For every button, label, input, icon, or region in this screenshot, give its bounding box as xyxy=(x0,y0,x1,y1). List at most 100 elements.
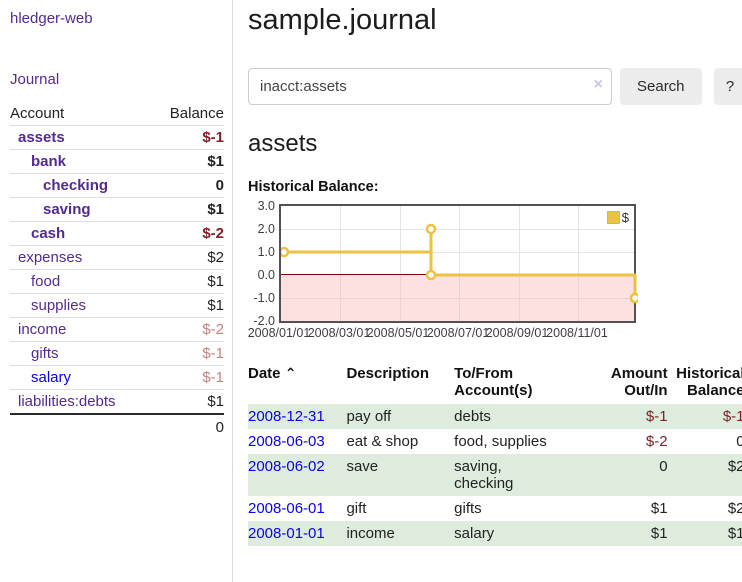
transaction-date-link[interactable]: 2008-01-01 xyxy=(248,525,325,542)
account-row: income $-2 xyxy=(10,317,224,342)
account-balance: $1 xyxy=(151,293,224,318)
x-tick: 2008/03/01 xyxy=(307,326,371,340)
amount-column-header: Amount Out/In xyxy=(610,365,668,399)
account-link-checking[interactable]: checking xyxy=(43,177,109,194)
account-balance: $1 xyxy=(151,269,224,294)
transaction-amount: 0 xyxy=(593,454,670,496)
clear-search-icon[interactable]: × xyxy=(593,76,603,93)
transaction-date-link[interactable]: 2008-06-02 xyxy=(248,458,325,475)
account-balance: $1 xyxy=(151,149,224,174)
account-balance: $-1 xyxy=(151,365,224,390)
y-tick: 3.0 xyxy=(257,199,275,213)
transaction-description: pay off xyxy=(346,404,455,429)
gridline xyxy=(519,206,520,321)
transaction-description: save xyxy=(346,454,455,496)
transaction-amount: $-2 xyxy=(645,433,668,450)
register-table: Date ⌃ Description To/From Account(s) Am… xyxy=(248,363,742,546)
transaction-accounts: debts xyxy=(454,404,594,429)
account-row: liabilities:debts $1 xyxy=(10,389,224,415)
account-row: salary $-1 xyxy=(10,365,224,390)
historical-column-header: Historical Balance xyxy=(676,365,742,399)
account-total-row: 0 xyxy=(10,413,224,439)
account-row: supplies $1 xyxy=(10,293,224,318)
account-balance: $1 xyxy=(151,197,224,222)
account-link-supplies[interactable]: supplies xyxy=(31,297,87,314)
transaction-amount: $1 xyxy=(650,500,668,517)
x-tick: 2008/07/01 xyxy=(426,326,490,340)
account-row: assets $-1 xyxy=(10,125,224,150)
gridline xyxy=(281,298,634,299)
account-row: expenses $2 xyxy=(10,245,224,270)
account-link-salary[interactable]: salary xyxy=(31,369,72,386)
x-tick: 2008/05/01 xyxy=(366,326,430,340)
sidebar-item-journal[interactable]: Journal xyxy=(10,71,60,88)
account-tree-header: Account Balance xyxy=(10,102,224,126)
transaction-date-link[interactable]: 2008-06-01 xyxy=(248,500,325,517)
register-row: 2008-06-01 gift gifts $1 $2 xyxy=(248,496,742,521)
data-point xyxy=(281,246,290,258)
brand: hledger-web xyxy=(10,10,224,27)
search-input[interactable] xyxy=(248,68,612,105)
transaction-balance: $2 xyxy=(727,500,742,517)
account-balance: $2 xyxy=(151,245,224,270)
page-title: sample.journal xyxy=(248,4,437,36)
account-row: gifts $-1 xyxy=(10,341,224,366)
account-tree-table: Account Balance assets $-1 bank $1 check… xyxy=(10,102,224,439)
account-link-income[interactable]: income xyxy=(18,321,67,338)
account-link-food[interactable]: food xyxy=(31,273,61,290)
balance-column-header: Balance xyxy=(151,102,224,126)
data-point xyxy=(629,292,638,304)
transaction-balance: $1 xyxy=(669,521,742,546)
transaction-balance: 0 xyxy=(736,433,742,450)
account-balance: $-1 xyxy=(151,341,224,366)
account-link-liabilities-debts[interactable]: liabilities:debts xyxy=(18,393,116,410)
legend-swatch-icon xyxy=(606,211,620,224)
y-tick: 1.0 xyxy=(257,245,275,259)
account-link-gifts[interactable]: gifts xyxy=(31,345,59,362)
description-column-header: Description xyxy=(346,365,429,382)
search-button[interactable]: Search xyxy=(620,68,702,105)
x-tick: 2008/11/01 xyxy=(546,326,608,340)
account-row: cash $-2 xyxy=(10,221,224,246)
account-link-cash[interactable]: cash xyxy=(31,225,66,242)
chart-heading: Historical Balance: xyxy=(248,179,379,195)
register-header-row: Date ⌃ Description To/From Account(s) Am… xyxy=(248,363,742,404)
historical-balance-chart: 3.0 2.0 1.0 0.0 -1.0 -2.0 xyxy=(247,199,742,346)
account-balance: 0 xyxy=(151,173,224,198)
account-row: checking 0 xyxy=(10,173,224,198)
transaction-description: gift xyxy=(346,500,367,517)
brand-link[interactable]: hledger-web xyxy=(10,10,93,27)
y-tick: -1.0 xyxy=(253,291,275,305)
legend-label: $ xyxy=(621,210,629,225)
account-balance: $-2 xyxy=(151,221,224,246)
transaction-date-link[interactable]: 2008-06-03 xyxy=(248,433,325,450)
date-header-label: Date xyxy=(248,365,281,382)
y-tick: 0.0 xyxy=(257,268,275,282)
transaction-accounts: food, supplies xyxy=(454,433,547,450)
x-tick: 2008/09/01 xyxy=(485,326,549,340)
transaction-balance: $2 xyxy=(669,454,742,496)
gridline xyxy=(578,206,579,321)
sidebar-nav: Journal xyxy=(10,71,224,88)
main-content: sample.journal × Search ? assets Histori… xyxy=(233,0,742,582)
date-column-header[interactable]: Date ⌃ xyxy=(248,363,346,404)
account-column-header: Account xyxy=(10,102,152,126)
negative-region xyxy=(281,275,634,321)
transaction-date-link[interactable]: 2008-12-31 xyxy=(248,408,325,425)
y-tick: -2.0 xyxy=(253,314,275,328)
account-link-bank[interactable]: bank xyxy=(31,153,67,170)
account-link-saving[interactable]: saving xyxy=(43,201,91,218)
transaction-accounts: saving, checking xyxy=(454,454,594,496)
gridline xyxy=(281,252,634,253)
search-box: × xyxy=(248,68,612,105)
account-link-assets[interactable]: assets xyxy=(18,129,65,146)
account-heading: assets xyxy=(248,130,318,157)
transaction-description: income xyxy=(346,521,455,546)
x-tick: 2008/01/01 xyxy=(247,326,311,340)
account-balance: $-1 xyxy=(151,125,224,150)
transaction-amount: $1 xyxy=(593,521,670,546)
account-link-expenses[interactable]: expenses xyxy=(18,249,83,266)
help-button[interactable]: ? xyxy=(713,68,742,105)
transaction-balance: $-1 xyxy=(669,404,742,429)
